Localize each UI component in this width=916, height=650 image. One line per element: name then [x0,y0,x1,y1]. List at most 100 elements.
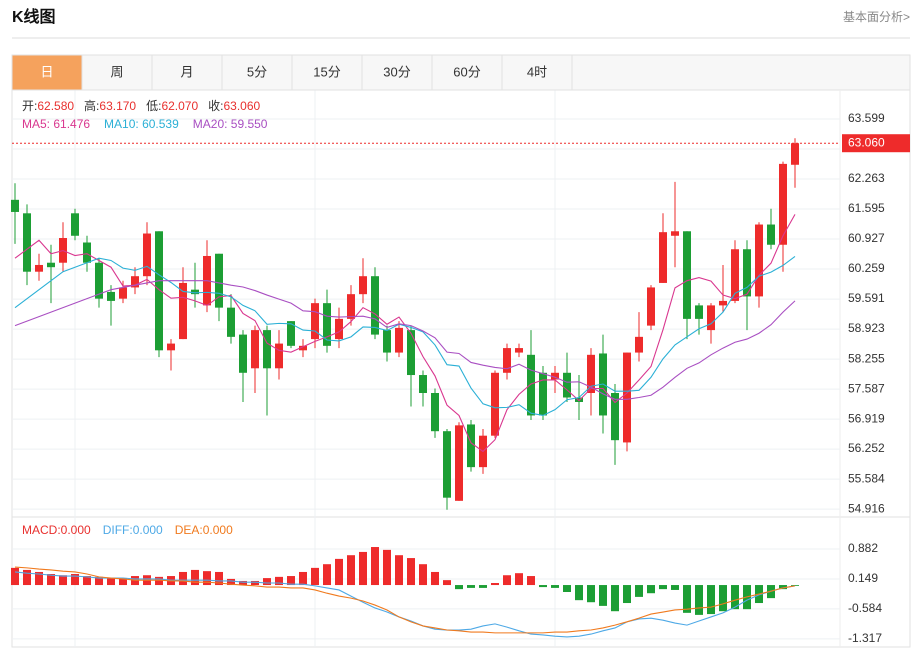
info-value: 62.580 [37,99,74,113]
legend-entry: MA5: 61.476 [22,117,90,131]
y-tick-label: -1.317 [848,631,882,645]
macd-bar [731,585,739,610]
candle-body [47,262,55,268]
candle-body [515,348,523,353]
y-tick-label: 57.587 [848,381,885,395]
macd-bar [527,576,535,586]
macd-bar [59,575,67,586]
macd-bar [575,585,583,601]
fundamental-link[interactable]: 基本面分析> [843,10,910,24]
candle-body [83,242,91,263]
macd-bar [335,558,343,586]
y-tick-label: 61.595 [848,201,885,215]
info-value: 63.060 [223,99,260,113]
tab[interactable] [361,54,433,91]
tab[interactable] [291,54,363,91]
macd-bar [179,571,187,586]
candle-body [611,393,619,441]
macd-bar [203,571,211,586]
tab-label[interactable]: 15分 [313,64,340,79]
macd-bar [431,571,439,586]
macd-bar [215,571,223,586]
candle-body [467,424,475,468]
y-tick-label: 56.252 [848,441,885,455]
candle-body [155,231,163,351]
macd-bar [647,585,655,594]
candle-body [239,334,247,373]
candle-body [107,291,115,301]
info-label: 收: [208,99,223,113]
candle-body [167,343,175,351]
tab-label[interactable]: 5分 [247,64,267,79]
legend-entry: MA10: 60.539 [104,117,179,131]
tab[interactable] [11,54,83,91]
candle-body [443,431,451,498]
legend-entry: DIFF:0.000 [103,523,163,537]
y-tick-label: 54.916 [848,501,885,515]
macd-bar [191,569,199,586]
candle-body [347,294,355,319]
candle-body [419,375,427,394]
tab[interactable] [431,54,503,91]
tab[interactable] [501,54,573,91]
candle-body [371,276,379,335]
macd-bar [347,555,355,586]
y-tick-label: 58.923 [848,321,885,335]
tab-label[interactable]: 周 [110,64,123,79]
tab-label[interactable]: 日 [40,64,53,79]
macd-bar [719,585,727,612]
candle-body [431,393,439,432]
candle-body [119,287,127,299]
macd-bar [371,547,379,586]
tab[interactable] [221,54,293,91]
candle-body [323,303,331,346]
macd-bar [47,574,55,586]
y-tick-label: 62.263 [848,171,885,185]
info-label: 开: [22,99,37,113]
candle-body [731,249,739,301]
macd-bar [695,585,703,615]
candle-body [755,224,763,297]
macd-bar [275,576,283,586]
macd-bar [779,585,787,590]
macd-bar [659,585,667,590]
candle-body [299,345,307,351]
macd-bar [515,573,523,586]
candle-body [71,213,79,236]
tab-label[interactable]: 月 [180,64,193,79]
macd-bar [479,585,487,588]
macd-bar [383,549,391,586]
macd-bar [395,555,403,586]
indicator-line [14,566,796,634]
legend-entry: MA20: 59.550 [193,117,268,131]
macd-bar [671,585,679,590]
candle-body [587,354,595,394]
macd-bar [35,571,43,586]
tab[interactable] [151,54,223,91]
macd-bar [599,585,607,606]
candle-body [407,330,415,376]
macd-bar [83,576,91,586]
candle-body [335,318,343,340]
candle-body [719,300,727,306]
candle-body [11,199,19,212]
macd-bar [419,564,427,586]
tab-label[interactable]: 4时 [527,64,547,79]
tab-label[interactable]: 60分 [453,64,480,79]
ohlc-info: 开:62.580 高:63.170 低:62.070 收:63.060 [22,98,261,113]
candle-body [287,321,295,346]
candle-body [695,305,703,319]
tab[interactable] [81,54,153,91]
y-tick-label: -0.584 [848,601,882,615]
macd-bar [503,575,511,586]
candle-body [527,354,535,416]
candle-body [503,348,511,373]
candle-body [491,372,499,436]
chart-layer: 日周月5分15分30分60分4时63.59962.93162.26361.595… [11,54,910,645]
tab-label[interactable]: 30分 [383,64,410,79]
macd-bar [311,567,319,586]
y-tick-label: 58.255 [848,351,885,365]
candle-body [131,276,139,288]
